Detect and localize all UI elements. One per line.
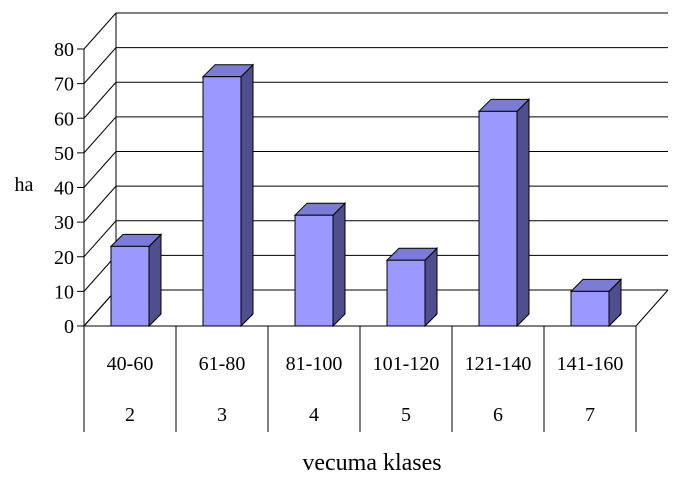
chart-walls <box>83 13 669 327</box>
bar <box>386 259 426 327</box>
y-axis-label: ha <box>15 174 34 196</box>
bar-side <box>148 233 162 328</box>
x-tick-code: 5 <box>401 404 411 426</box>
bar-group <box>109 233 163 328</box>
y-tick-label: 80 <box>54 39 74 61</box>
bar-group <box>201 63 255 328</box>
bar-group <box>569 278 623 328</box>
x-tick-code: 7 <box>585 404 595 426</box>
gridline-depth <box>83 12 117 50</box>
category-table: 40-60 2 61-80 3 81-100 4 101-120 5 121-140 6 141-1… <box>83 325 637 432</box>
y-tick-label: 60 <box>54 108 74 130</box>
bar-group <box>293 201 347 328</box>
x-tick-label: 101-120 <box>373 353 440 375</box>
bar-side <box>332 201 346 328</box>
bar <box>570 290 610 327</box>
bar <box>294 214 334 327</box>
x-tick-label: 40-60 <box>107 353 154 375</box>
y-axis-ticks: 0 10 20 30 40 50 60 70 80 <box>54 39 85 338</box>
gridline-depth <box>83 47 117 84</box>
x-tick-code: 3 <box>217 404 227 426</box>
bar-group <box>385 247 439 328</box>
floor-right-edge <box>635 289 669 327</box>
bar-side <box>516 98 530 328</box>
bar-side <box>424 247 438 328</box>
y-tick-label: 0 <box>64 316 74 338</box>
bars <box>109 63 623 328</box>
gridline-depth <box>83 116 117 154</box>
gridline-depth <box>83 185 117 223</box>
y-tick-label: 30 <box>54 212 74 234</box>
bar <box>110 245 150 327</box>
x-tick-label: 141-160 <box>557 353 624 375</box>
gridlines <box>83 12 668 327</box>
bar-side <box>240 63 254 328</box>
y-tick-label: 20 <box>54 247 74 269</box>
bar <box>478 110 518 327</box>
y-tick-label: 10 <box>54 281 74 303</box>
x-tick-label: 61-80 <box>199 353 246 375</box>
y-tick-label: 50 <box>54 143 74 165</box>
y-tick-label: 70 <box>54 74 74 96</box>
gridline-depth <box>83 220 117 258</box>
x-tick-code: 2 <box>125 404 135 426</box>
x-tick-label: 121-140 <box>465 353 532 375</box>
bar-group <box>477 98 531 328</box>
gridline-depth <box>83 81 117 119</box>
y-tick-label: 40 <box>54 178 74 200</box>
bar <box>202 76 242 327</box>
x-tick-code: 4 <box>309 404 319 426</box>
gridline-depth <box>83 151 117 188</box>
x-tick-label: 81-100 <box>286 353 343 375</box>
x-tick-code: 6 <box>493 404 503 426</box>
x-axis-label: vecuma klases <box>302 450 441 476</box>
